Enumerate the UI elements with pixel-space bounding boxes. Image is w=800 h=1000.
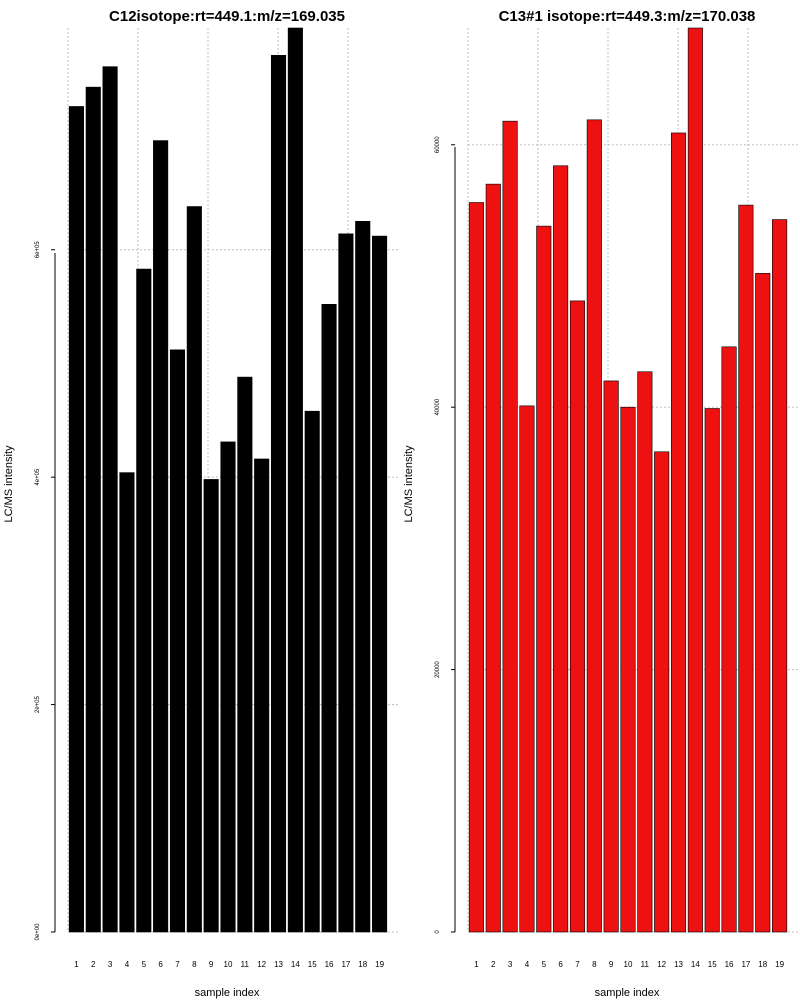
bar [468, 202, 484, 933]
bar [755, 273, 771, 933]
x-axis-label: sample index [195, 987, 260, 999]
bar [603, 380, 619, 933]
y-tick-label: 4e+05 [35, 468, 41, 486]
x-tick-label: 19 [775, 960, 784, 969]
y-tick-label: 2e+05 [35, 695, 41, 713]
x-tick-label: 7 [175, 960, 180, 969]
x-tick-label: 8 [192, 960, 197, 969]
bar [85, 86, 101, 933]
bar [304, 410, 320, 933]
x-tick-label: 6 [558, 960, 563, 969]
bar [772, 219, 788, 933]
y-axis-label: LC/MS intensity [403, 445, 415, 523]
x-tick-label: 14 [291, 960, 300, 969]
x-tick-label: 18 [758, 960, 767, 969]
bar [203, 479, 219, 933]
bar [338, 233, 354, 933]
bar [519, 405, 535, 933]
bar [136, 268, 152, 933]
bar [654, 451, 670, 933]
x-tick-label: 10 [624, 960, 633, 969]
chart-title: C13#1 isotope:rt=449.3:m/z=170.038 [499, 8, 756, 25]
x-tick-label: 16 [325, 960, 334, 969]
bar [738, 204, 754, 933]
bar [287, 27, 303, 933]
bar [355, 221, 371, 933]
bar [620, 406, 636, 933]
x-tick-label: 15 [308, 960, 317, 969]
y-tick-label: 0 [435, 930, 441, 934]
c12-chart: C12isotope:rt=449.1:m/z=169.035 0e+00 2e+… [3, 8, 398, 999]
y-tick-label: 6e+05 [35, 241, 41, 259]
x-tick-label: 1 [474, 960, 479, 969]
bar [321, 304, 337, 933]
x-tick-label: 11 [241, 960, 250, 969]
x-tick-label: 9 [609, 960, 614, 969]
x-tick-label: 5 [542, 960, 547, 969]
x-tick-label: 19 [375, 960, 384, 969]
bar [637, 371, 653, 933]
x-tick-label: 11 [641, 960, 650, 969]
bar [704, 408, 720, 933]
bar [721, 346, 737, 933]
x-tick-label: 2 [491, 960, 496, 969]
bar [485, 183, 501, 933]
bar [687, 27, 703, 933]
x-tick-label: 16 [725, 960, 734, 969]
bar [102, 66, 118, 933]
x-tick-label: 18 [358, 960, 367, 969]
bar [169, 349, 186, 933]
bar [119, 472, 135, 933]
bar [586, 119, 602, 933]
x-tick-label: 17 [741, 960, 750, 969]
x-tick-label: 17 [341, 960, 350, 969]
x-tick-label: 13 [274, 960, 283, 969]
x-tick-label: 12 [257, 960, 266, 969]
bar [502, 120, 518, 933]
bar [68, 106, 84, 933]
bar [536, 225, 552, 933]
x-tick-label: 9 [209, 960, 214, 969]
x-tick-label: 10 [224, 960, 233, 969]
bar [372, 235, 388, 933]
bar [153, 140, 169, 933]
y-tick-label: 40000 [435, 398, 441, 415]
x-tick-label: 14 [691, 960, 700, 969]
x-tick-label: 13 [674, 960, 683, 969]
x-tick-label: 1 [74, 960, 79, 969]
x-tick-label: 2 [91, 960, 96, 969]
bar [569, 300, 586, 933]
x-tick-label: 5 [142, 960, 147, 969]
y-tick-label: 60000 [435, 136, 441, 153]
x-tick-label: 12 [657, 960, 666, 969]
x-tick-label: 3 [108, 960, 113, 969]
x-tick-label: 6 [158, 960, 163, 969]
bar [254, 458, 270, 933]
x-tick-label: 15 [708, 960, 717, 969]
x-tick-label: 4 [525, 960, 530, 969]
bar [186, 206, 202, 933]
x-axis-label: sample index [595, 987, 660, 999]
bar [270, 54, 287, 933]
x-tick-label: 3 [508, 960, 513, 969]
bar [553, 165, 569, 933]
chart-title: C12isotope:rt=449.1:m/z=169.035 [109, 8, 345, 25]
x-tick-label: 7 [575, 960, 580, 969]
c13-chart: C13#1 isotope:rt=449.3:m/z=170.038 0 2000… [403, 8, 798, 999]
y-tick-label: 20000 [435, 661, 441, 678]
x-tick-label: 8 [592, 960, 597, 969]
bar [237, 376, 253, 933]
x-tick-label: 4 [125, 960, 130, 969]
bar [220, 441, 236, 933]
y-tick-label: 0e+00 [35, 923, 41, 941]
bar [670, 132, 687, 933]
y-axis-label: LC/MS intensity [3, 445, 15, 523]
